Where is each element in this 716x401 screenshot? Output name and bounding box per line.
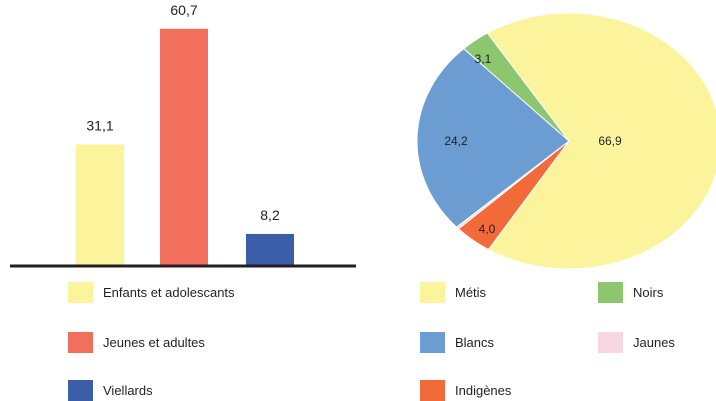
bar-2 [160, 28, 208, 267]
bar-1 [76, 144, 124, 266]
legend-item-noirs: Noirs [598, 282, 663, 303]
legend-item-enfants: Enfants et adolescants [68, 282, 235, 303]
legend-label: Métis [455, 285, 487, 300]
pie-value-label: 3,1 [475, 52, 492, 66]
legend-swatch [420, 282, 445, 303]
legend-label: Jaunes [633, 335, 675, 350]
pie-value-label: 4,0 [479, 222, 496, 236]
legend-swatch [68, 380, 93, 401]
legend-label: Blancs [455, 335, 495, 350]
legend-swatch [68, 332, 93, 353]
legend-swatch [598, 332, 623, 353]
bar-3 [246, 233, 294, 266]
legend-swatch [598, 282, 623, 303]
pie-chart: 66,9 4,0 24,2 3,1 [416, 12, 716, 270]
legend-label: Noirs [633, 285, 664, 300]
legend-item-jeunes: Jeunes et adultes [68, 332, 205, 353]
pie-value-label: 24,2 [444, 134, 468, 148]
legend-label: Viellards [103, 383, 153, 398]
legend-label: Enfants et adolescants [103, 285, 235, 300]
legend-swatch [420, 332, 445, 353]
legend-label: Indigènes [455, 383, 512, 398]
legend-label: Jeunes et adultes [103, 335, 205, 350]
legend-item-viellards: Viellards [68, 380, 153, 401]
legend-item-blancs: Blancs [420, 332, 494, 353]
pie-slice-4 [416, 48, 570, 228]
pie-slice-1 [486, 12, 716, 270]
bar-value-label: 8,2 [260, 207, 280, 223]
legend-item-jaunes: Jaunes [598, 332, 675, 353]
legend-item-metis: Métis [420, 282, 486, 303]
pie-value-label: 66,9 [598, 134, 622, 148]
bar-value-label: 31,1 [86, 117, 113, 133]
legend-item-indigenes: Indigènes [420, 380, 511, 401]
pie-slice-5 [462, 32, 570, 142]
bar-chart: 31,1 60,7 8,2 [10, 2, 356, 268]
legend-swatch [68, 282, 93, 303]
bar-value-label: 60,7 [170, 2, 197, 18]
legend-swatch [420, 380, 445, 401]
